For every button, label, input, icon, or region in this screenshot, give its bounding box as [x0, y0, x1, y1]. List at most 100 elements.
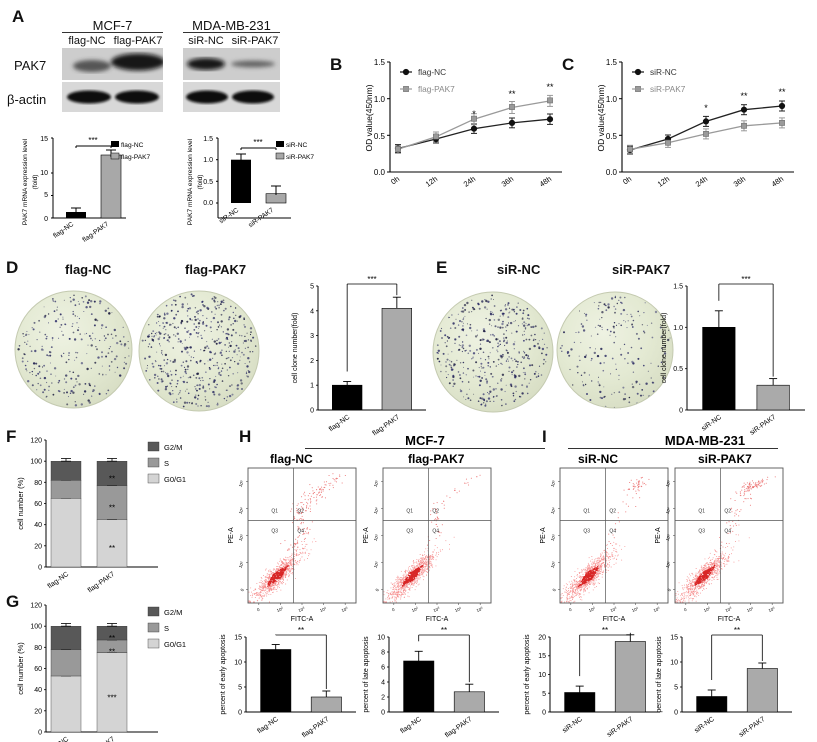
svg-text:105: 105	[237, 479, 245, 487]
svg-text:24h: 24h	[462, 174, 477, 189]
svg-text:**: **	[508, 89, 516, 99]
svg-text:36h: 36h	[732, 174, 747, 189]
svg-text:10: 10	[40, 170, 48, 177]
svg-text:percent of early apoptosis: percent of early apoptosis	[524, 634, 531, 715]
svg-text:0.5: 0.5	[673, 366, 683, 373]
svg-text:S: S	[164, 459, 169, 468]
svg-text:PE-A: PE-A	[363, 527, 370, 544]
svg-text:103: 103	[297, 606, 305, 613]
svg-text:Q2: Q2	[432, 509, 439, 515]
svg-text:104: 104	[237, 506, 245, 514]
svg-text:1.5: 1.5	[673, 284, 683, 291]
svg-text:2: 2	[381, 695, 385, 702]
svg-text:12h: 12h	[656, 174, 671, 189]
svg-text:FITC-A: FITC-A	[718, 616, 741, 623]
svg-text:0: 0	[238, 710, 242, 717]
svg-text:***: ***	[107, 693, 116, 702]
svg-text:0: 0	[381, 710, 385, 717]
svg-text:80: 80	[34, 645, 42, 652]
svg-text:0h: 0h	[389, 174, 401, 186]
svg-text:120: 120	[30, 603, 42, 610]
svg-text:Q1: Q1	[698, 509, 705, 515]
svg-text:flag-PAK7: flag-PAK7	[301, 716, 330, 740]
svg-text:0.5: 0.5	[374, 132, 386, 141]
svg-text:104: 104	[664, 506, 672, 514]
svg-text:**: **	[109, 647, 115, 656]
svg-text:siR-PAK7: siR-PAK7	[88, 736, 117, 742]
svg-text:102: 102	[664, 560, 672, 568]
svg-text:**: **	[109, 474, 115, 483]
svg-text:105: 105	[372, 479, 380, 487]
svg-text:5: 5	[542, 691, 546, 698]
svg-text:103: 103	[237, 533, 245, 541]
svg-text:siR-PAK7: siR-PAK7	[286, 154, 314, 161]
svg-text:102: 102	[237, 560, 245, 568]
svg-text:PE-A: PE-A	[540, 527, 547, 544]
svg-text:0: 0	[674, 710, 678, 717]
svg-text:(fold): (fold)	[32, 174, 39, 189]
svg-text:1: 1	[310, 383, 314, 390]
svg-text:1.0: 1.0	[606, 95, 618, 104]
svg-text:Q1: Q1	[406, 509, 413, 515]
svg-text:0h: 0h	[621, 174, 633, 186]
svg-text:20: 20	[34, 708, 42, 715]
svg-text:G0/G1: G0/G1	[164, 640, 186, 649]
svg-text:cell clone number(fold): cell clone number(fold)	[661, 313, 668, 384]
svg-text:102: 102	[549, 560, 557, 568]
svg-text:104: 104	[372, 506, 380, 514]
svg-text:103: 103	[549, 533, 557, 541]
svg-text:120: 120	[30, 438, 42, 445]
svg-text:percent of late apoptosis: percent of late apoptosis	[363, 636, 370, 713]
svg-text:102: 102	[276, 606, 284, 613]
svg-text:0: 0	[666, 587, 672, 592]
svg-text:percent of early apoptosis: percent of early apoptosis	[220, 634, 227, 715]
svg-text:flag-NC: flag-NC	[328, 414, 351, 433]
svg-text:100: 100	[30, 624, 42, 631]
svg-text:0.5: 0.5	[606, 132, 618, 141]
svg-text:0: 0	[683, 607, 688, 613]
svg-text:**: **	[602, 626, 608, 635]
svg-text:15: 15	[538, 653, 546, 660]
svg-text:flag-PAK7: flag-PAK7	[121, 154, 151, 161]
svg-text:48h: 48h	[770, 174, 785, 189]
svg-text:***: ***	[741, 275, 750, 284]
svg-text:siR-NC: siR-NC	[218, 207, 240, 225]
svg-text:percent of late apoptosis: percent of late apoptosis	[656, 636, 663, 713]
svg-text:102: 102	[588, 606, 596, 613]
svg-text:flag-NC: flag-NC	[418, 67, 446, 77]
svg-text:5: 5	[44, 192, 48, 199]
svg-text:siR-NC: siR-NC	[286, 142, 307, 149]
svg-text:flag-NC: flag-NC	[256, 716, 279, 735]
svg-text:flag-PAK7: flag-PAK7	[444, 716, 473, 740]
svg-text:**: **	[546, 82, 554, 92]
svg-text:5: 5	[238, 685, 242, 692]
svg-text:103: 103	[664, 533, 672, 541]
svg-text:G2/M: G2/M	[164, 443, 182, 452]
svg-text:Q4: Q4	[432, 529, 439, 535]
svg-text:8: 8	[381, 650, 385, 657]
svg-text:24h: 24h	[694, 174, 709, 189]
svg-text:Q1: Q1	[583, 509, 590, 515]
svg-text:cell number (%): cell number (%)	[16, 477, 25, 530]
svg-text:1.5: 1.5	[606, 58, 618, 67]
svg-text:siR-PAK7: siR-PAK7	[606, 716, 635, 739]
svg-text:Q1: Q1	[271, 509, 278, 515]
svg-text:40: 40	[34, 522, 42, 529]
svg-text:FITC-A: FITC-A	[426, 616, 449, 623]
svg-text:flag-NC: flag-NC	[47, 571, 70, 590]
svg-text:1.5: 1.5	[203, 136, 213, 143]
svg-text:103: 103	[724, 606, 732, 613]
svg-text:Q3: Q3	[406, 529, 413, 535]
svg-text:100: 100	[30, 459, 42, 466]
svg-text:0: 0	[391, 607, 396, 613]
svg-text:*: *	[704, 103, 708, 113]
svg-text:0: 0	[568, 607, 573, 613]
svg-text:cell number (%): cell number (%)	[16, 642, 25, 695]
svg-text:Q2: Q2	[297, 509, 304, 515]
svg-text:OD value(450nm): OD value(450nm)	[364, 84, 374, 151]
svg-text:10: 10	[538, 672, 546, 679]
svg-text:60: 60	[34, 666, 42, 673]
svg-text:Q3: Q3	[583, 529, 590, 535]
svg-text:104: 104	[631, 606, 639, 613]
svg-text:10: 10	[670, 660, 678, 667]
